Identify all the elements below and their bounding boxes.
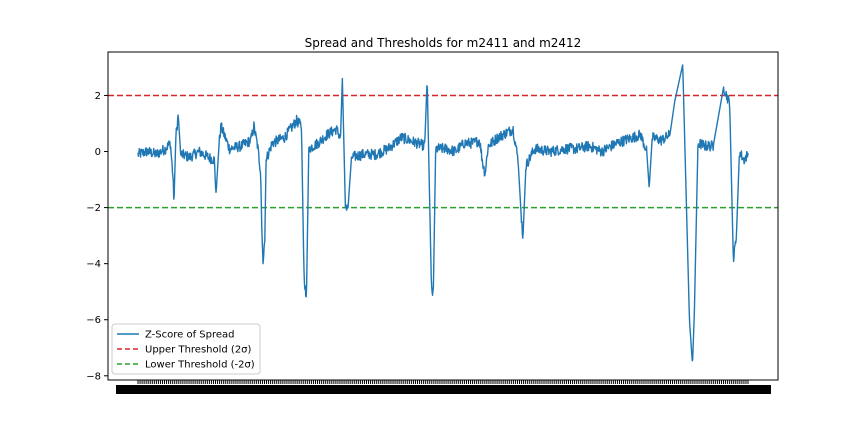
legend-box: [111, 323, 261, 375]
legend-label: Z-Score of Spread: [145, 330, 235, 341]
legend: Z-Score of Spread Upper Threshold (2σ) Low…: [111, 323, 261, 375]
series-line-z-score: [137, 64, 749, 362]
y-tick-label: 2: [95, 91, 101, 102]
y-tick-label: −8: [86, 371, 101, 382]
legend-label: Lower Threshold (-2σ): [145, 360, 255, 371]
y-tick-label: −2: [86, 203, 101, 214]
y-axis-ticks: 2 0 −2 −4 −6 −8: [86, 91, 108, 382]
x-axis-ticks: [116, 380, 771, 394]
axes-frame: [107, 51, 779, 381]
y-tick-label: 0: [95, 147, 101, 158]
chart-title: Spread and Thresholds for m2411 and m241…: [305, 36, 582, 50]
y-tick-label: −6: [86, 315, 101, 326]
legend-label: Upper Threshold (2σ): [145, 345, 252, 356]
series-layer: [137, 64, 749, 362]
threshold-lines: [108, 94, 778, 209]
y-tick-label: −4: [86, 259, 101, 270]
x-tick-labels-overlap: [116, 385, 771, 394]
